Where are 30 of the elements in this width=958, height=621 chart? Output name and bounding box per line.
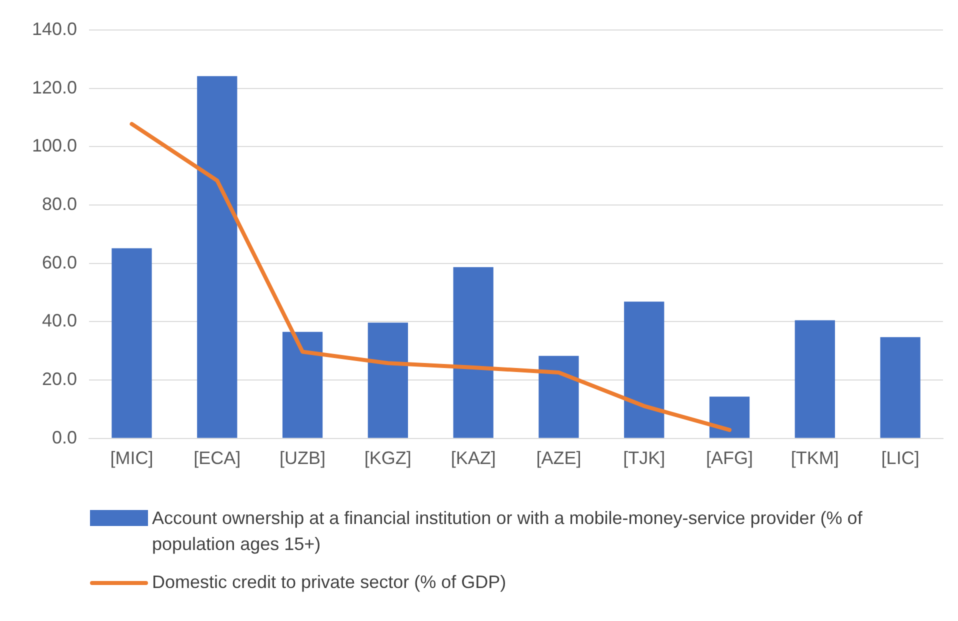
bar: [794, 320, 835, 438]
y-tick-label: 60.0: [42, 252, 78, 272]
legend-label: Domestic credit to private sector (% of GDP): [152, 571, 506, 594]
x-tick-label: [MIC]: [110, 448, 154, 468]
bar: [368, 322, 408, 438]
bar: [538, 356, 579, 438]
bar: [624, 302, 664, 438]
x-tick-label: [TKM]: [790, 448, 839, 468]
bar: [880, 337, 920, 438]
x-tick-label: [AFG]: [706, 448, 754, 468]
bar: [112, 248, 152, 438]
x-tick-label: [KAZ]: [450, 448, 496, 468]
x-tick-label: [UZB]: [280, 448, 326, 468]
y-tick-label: 40.0: [42, 310, 78, 331]
x-tick-label: [KGZ]: [364, 448, 412, 468]
y-tick-label: 80.0: [42, 194, 78, 214]
x-tick-label: [ECA]: [194, 448, 241, 468]
x-tick-label: [LIC]: [881, 448, 920, 468]
y-tick-label: 20.0: [42, 369, 78, 390]
x-tick-label: [TJK]: [623, 448, 666, 468]
y-tick-label: 120.0: [32, 77, 78, 98]
y-tick-label: 140.0: [32, 18, 78, 39]
bar: [282, 332, 323, 438]
y-tick-label: 100.0: [32, 136, 78, 156]
y-tick-label: 0.0: [52, 427, 78, 448]
bar: [453, 267, 494, 438]
bar: [197, 76, 238, 438]
bar: [709, 396, 750, 438]
x-tick-label: [AZE]: [536, 448, 582, 468]
legend-label: Account ownership at a financial institution or with a mobile-money-service provider (% of population ages 15+): [152, 507, 864, 556]
